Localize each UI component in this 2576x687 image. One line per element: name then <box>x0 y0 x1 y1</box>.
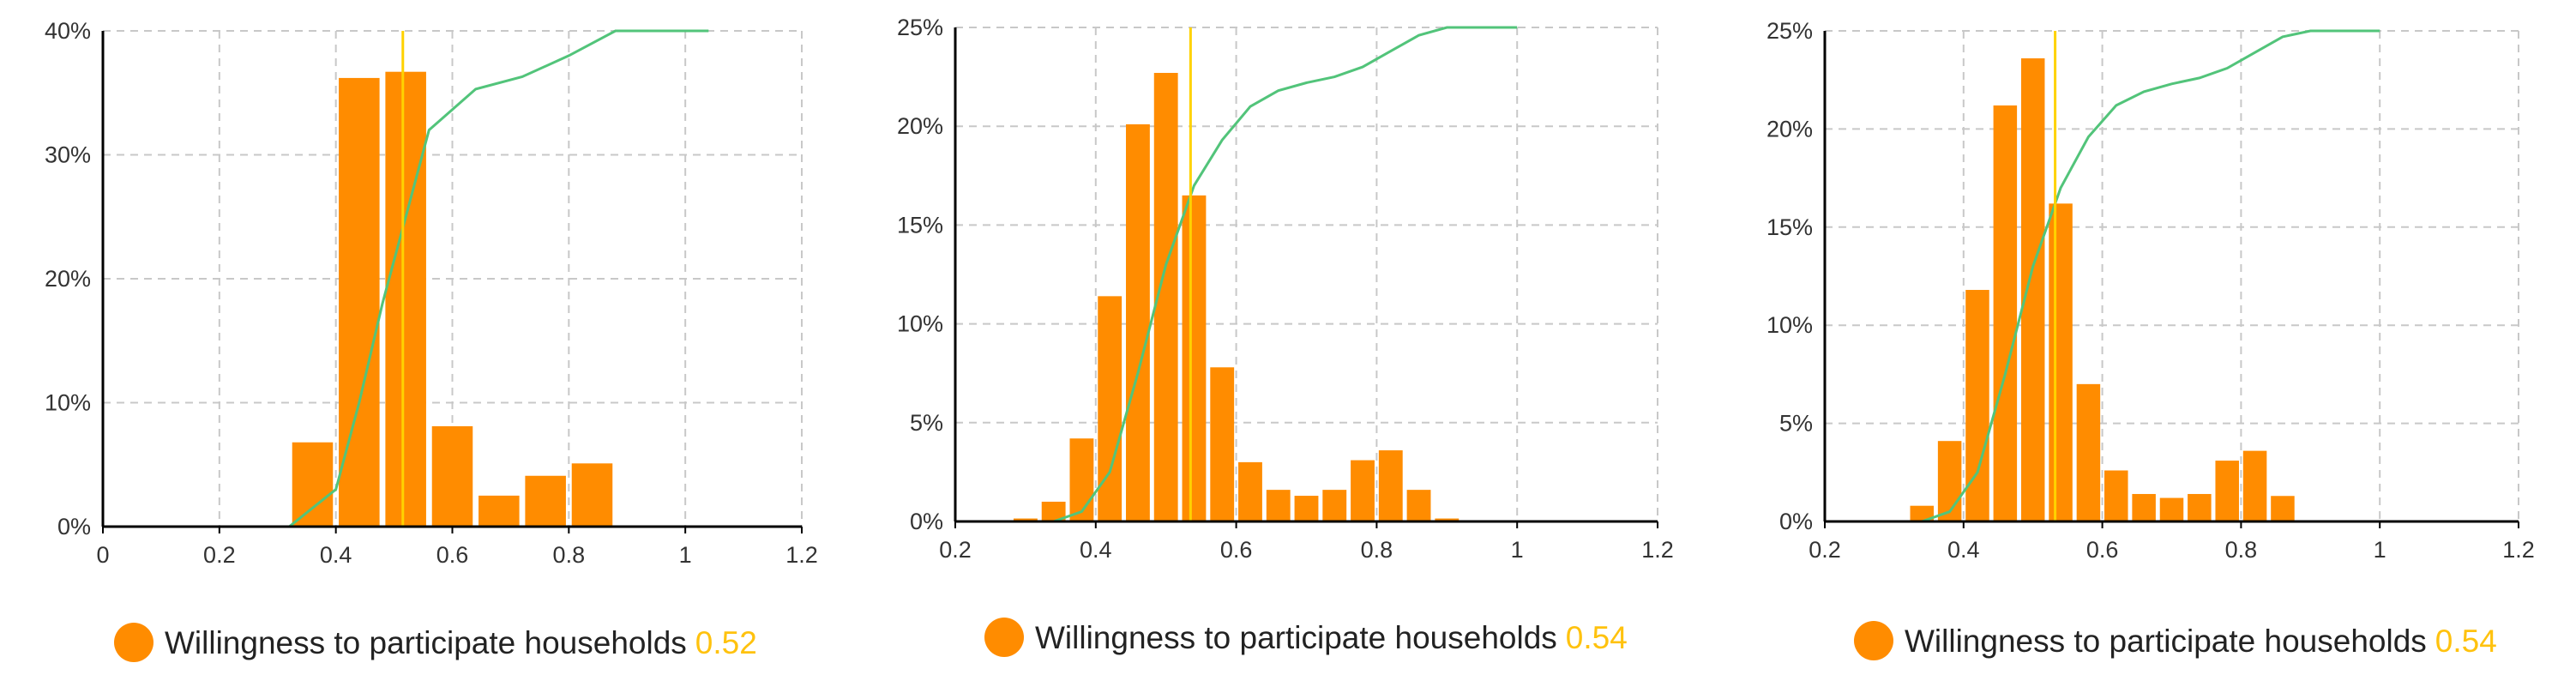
y-tick-label: 0% <box>1779 509 1813 534</box>
histogram-bar <box>1965 290 1989 521</box>
histogram-bar <box>1069 438 1094 521</box>
y-tick-label: 10% <box>897 311 943 337</box>
histogram-bar <box>2132 493 2156 521</box>
histogram-bar <box>1041 501 1066 521</box>
y-tick-label: 20% <box>897 113 943 139</box>
y-tick-label: 10% <box>1766 312 1813 338</box>
histogram-bar <box>1294 496 1319 521</box>
x-tick-label: 1 <box>2374 537 2386 563</box>
y-tick-label: 40% <box>45 18 91 44</box>
y-tick-label: 5% <box>910 410 943 436</box>
histogram-bar <box>478 495 520 527</box>
histogram-bar <box>1937 441 1962 521</box>
histogram-bar <box>1435 518 1460 521</box>
legend-marker <box>114 623 153 662</box>
histogram-bar <box>1238 461 1262 521</box>
histogram-bar <box>1182 195 1207 521</box>
y-tick-label: 25% <box>897 15 943 40</box>
histogram-bar <box>431 425 473 527</box>
histogram-bar <box>1351 460 1375 521</box>
x-tick-label: 0.8 <box>553 542 586 568</box>
histogram-bar <box>2049 203 2073 521</box>
y-tick-label: 0% <box>910 509 943 534</box>
histogram-bar <box>2104 470 2128 521</box>
cumulative-line <box>955 26 1518 523</box>
histogram-bar <box>571 463 613 527</box>
x-tick-label: 0.8 <box>2225 537 2258 563</box>
histogram-bar <box>1993 105 2018 521</box>
legend-marker <box>984 618 1024 657</box>
histogram-bar <box>1378 450 1403 521</box>
y-tick-label: 30% <box>45 142 91 168</box>
x-tick-label: 0.2 <box>1809 537 1841 563</box>
x-tick-label: 0.4 <box>1080 537 1112 563</box>
y-tick-label: 0% <box>57 514 91 539</box>
x-tick-label: 0.4 <box>1947 537 1980 563</box>
x-tick-label: 0.6 <box>436 542 469 568</box>
cumulative-line <box>1825 29 2380 523</box>
y-tick-label: 20% <box>45 266 91 292</box>
histogram-bar <box>2159 497 2184 521</box>
x-tick-label: 0.8 <box>1361 537 1393 563</box>
histogram-bar <box>2076 383 2101 521</box>
histogram-bar <box>2215 461 2239 521</box>
histogram-bar <box>385 71 426 527</box>
histogram-bar <box>292 442 334 527</box>
x-tick-label: 1.2 <box>785 542 818 568</box>
histogram-bar <box>2271 496 2295 521</box>
x-tick-label: 1.2 <box>2502 537 2535 563</box>
legend-value: 0.54 <box>1566 620 1628 655</box>
legend-marker <box>1854 621 1893 660</box>
legend-label: Willingness to participate households <box>165 625 687 660</box>
histogram-bar <box>1322 490 1347 521</box>
y-tick-label: 5% <box>1779 411 1813 437</box>
legend-label: Willingness to participate households <box>1905 624 2427 659</box>
x-tick-label: 0.2 <box>203 542 236 568</box>
x-tick-label: 0.2 <box>939 537 972 563</box>
y-tick-label: 10% <box>45 390 91 416</box>
y-tick-label: 20% <box>1766 116 1813 142</box>
x-tick-label: 0.4 <box>320 542 352 568</box>
histogram-bar <box>1266 490 1291 521</box>
y-tick-label: 15% <box>897 212 943 238</box>
histogram-bar <box>1210 367 1235 521</box>
y-tick-label: 15% <box>1766 214 1813 240</box>
histogram-bar <box>2242 450 2267 521</box>
histogram-bar <box>2020 58 2045 522</box>
legend-label: Willingness to participate households <box>1035 620 1557 655</box>
x-tick-label: 0.6 <box>2086 537 2119 563</box>
x-tick-label: 0.6 <box>1220 537 1253 563</box>
x-tick-label: 1 <box>679 542 692 568</box>
histogram-bar <box>525 475 566 527</box>
y-tick-label: 25% <box>1766 18 1813 44</box>
x-tick-label: 0 <box>96 542 109 568</box>
x-tick-label: 1.2 <box>1641 537 1674 563</box>
x-tick-label: 1 <box>1511 537 1524 563</box>
histogram-bar <box>1126 124 1150 521</box>
legend-value: 0.54 <box>2435 624 2497 659</box>
histogram-bar <box>2188 493 2212 521</box>
histogram-bar <box>1406 490 1431 521</box>
histogram-bar <box>1013 518 1038 521</box>
histogram-bar <box>1910 505 1935 521</box>
legend-value: 0.52 <box>695 625 757 660</box>
histogram-bar <box>1098 296 1122 521</box>
